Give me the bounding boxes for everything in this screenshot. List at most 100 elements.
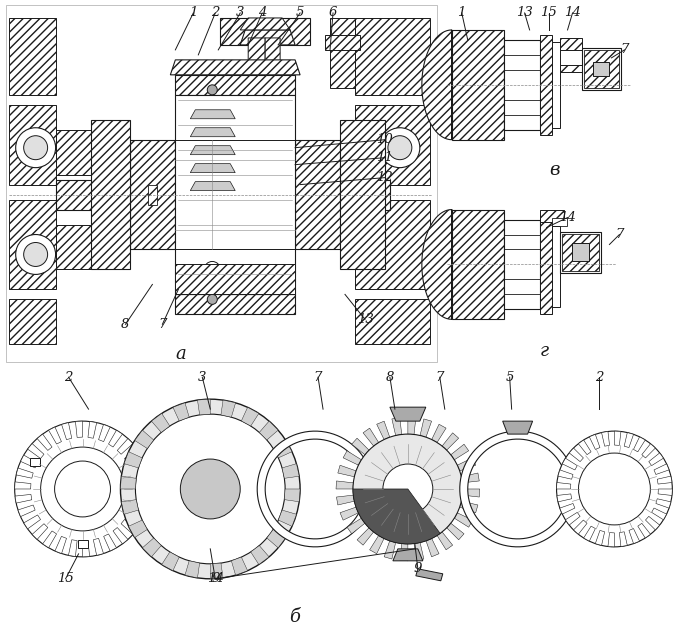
Text: а: а [175, 345, 185, 363]
Polygon shape [608, 533, 614, 547]
Polygon shape [624, 433, 633, 448]
Text: 3: 3 [236, 6, 245, 19]
Text: 14: 14 [564, 6, 581, 19]
Polygon shape [651, 508, 666, 520]
Text: 9: 9 [211, 572, 219, 585]
Polygon shape [638, 523, 651, 538]
Text: 7: 7 [314, 371, 322, 384]
Text: 14: 14 [207, 572, 224, 585]
Polygon shape [552, 42, 559, 127]
Polygon shape [56, 225, 91, 269]
Polygon shape [190, 146, 235, 154]
Text: б: б [290, 608, 301, 625]
Polygon shape [278, 510, 297, 526]
Polygon shape [420, 419, 431, 437]
Polygon shape [93, 538, 104, 555]
Polygon shape [460, 501, 478, 512]
Polygon shape [559, 38, 581, 50]
Polygon shape [27, 443, 44, 458]
Polygon shape [265, 38, 280, 72]
Bar [594, 62, 609, 76]
Polygon shape [408, 417, 416, 435]
Polygon shape [343, 451, 361, 465]
Polygon shape [352, 438, 369, 455]
Polygon shape [91, 120, 131, 269]
Polygon shape [282, 463, 299, 479]
Polygon shape [113, 528, 128, 544]
Polygon shape [552, 217, 567, 225]
Text: 4: 4 [258, 6, 267, 19]
Polygon shape [257, 431, 370, 547]
Text: 14: 14 [559, 211, 576, 224]
Polygon shape [539, 215, 552, 315]
Polygon shape [539, 35, 552, 135]
Polygon shape [202, 269, 223, 284]
Polygon shape [390, 407, 426, 421]
Polygon shape [190, 110, 235, 119]
Polygon shape [447, 523, 464, 540]
Polygon shape [656, 499, 671, 508]
Circle shape [54, 461, 111, 517]
Polygon shape [556, 482, 571, 489]
Polygon shape [340, 120, 385, 269]
Circle shape [23, 136, 47, 160]
Polygon shape [338, 465, 356, 477]
Text: 13: 13 [516, 6, 533, 19]
Text: 15: 15 [540, 6, 557, 19]
Polygon shape [633, 437, 645, 452]
Text: г: г [540, 342, 549, 360]
Circle shape [353, 434, 463, 544]
Polygon shape [657, 476, 672, 484]
Polygon shape [384, 541, 396, 559]
Polygon shape [175, 295, 295, 315]
Polygon shape [251, 546, 269, 565]
Polygon shape [190, 127, 235, 137]
Circle shape [383, 464, 433, 514]
Polygon shape [658, 489, 673, 495]
Polygon shape [259, 421, 278, 440]
Polygon shape [370, 536, 384, 554]
Circle shape [23, 242, 47, 266]
Text: 7: 7 [620, 43, 629, 57]
Polygon shape [284, 489, 300, 502]
Bar [561, 234, 600, 271]
Bar [330, 18, 355, 88]
Polygon shape [14, 482, 31, 489]
Polygon shape [240, 30, 295, 45]
Circle shape [41, 447, 124, 531]
Text: 2: 2 [65, 371, 73, 384]
Circle shape [181, 459, 240, 519]
Polygon shape [642, 444, 655, 458]
Polygon shape [15, 494, 32, 503]
Bar [125, 458, 135, 465]
Polygon shape [460, 431, 573, 547]
Polygon shape [574, 520, 587, 534]
Polygon shape [649, 453, 664, 465]
Polygon shape [570, 448, 583, 462]
Polygon shape [452, 210, 504, 319]
Polygon shape [248, 38, 265, 72]
Polygon shape [190, 164, 235, 173]
Bar [30, 458, 40, 465]
Polygon shape [132, 500, 149, 510]
Text: 3: 3 [198, 371, 207, 384]
Polygon shape [124, 452, 142, 468]
Polygon shape [32, 524, 48, 539]
Circle shape [578, 453, 651, 525]
Polygon shape [414, 543, 424, 560]
Polygon shape [355, 18, 430, 95]
Polygon shape [596, 531, 605, 545]
Polygon shape [117, 438, 133, 454]
Polygon shape [336, 481, 353, 489]
Polygon shape [539, 210, 563, 222]
Text: 7: 7 [158, 318, 166, 331]
Text: в: в [550, 161, 560, 178]
Bar [148, 185, 157, 205]
Polygon shape [240, 18, 290, 30]
Polygon shape [210, 563, 223, 579]
Text: 7: 7 [616, 228, 624, 241]
Text: 9: 9 [414, 562, 422, 575]
Polygon shape [43, 531, 56, 548]
Circle shape [120, 399, 300, 579]
Polygon shape [646, 516, 660, 530]
